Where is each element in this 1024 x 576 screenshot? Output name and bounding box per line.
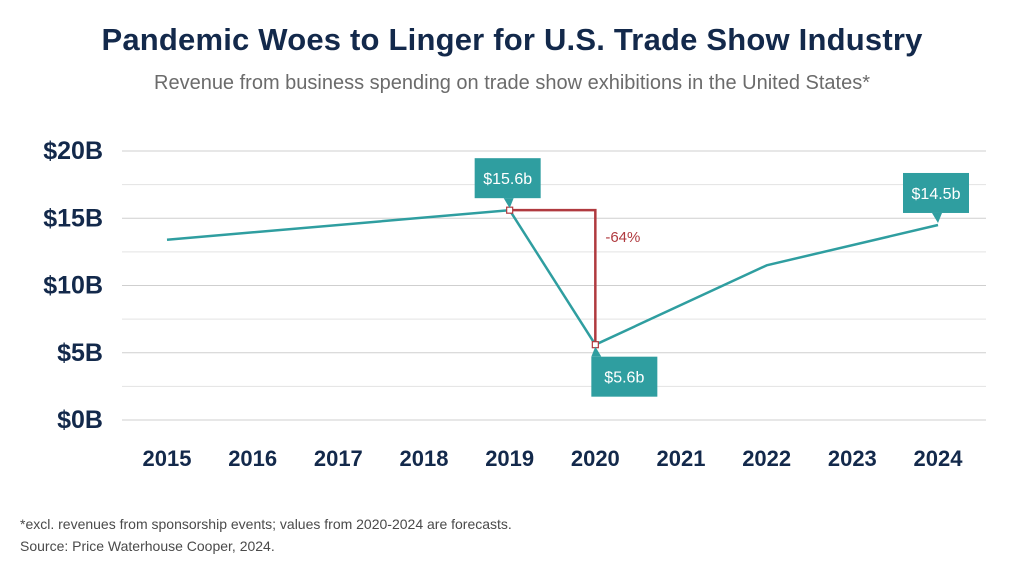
change-bracket bbox=[509, 208, 597, 345]
x-tick-label: 2023 bbox=[828, 446, 877, 471]
x-tick-label: 2017 bbox=[314, 446, 363, 471]
callout-box bbox=[591, 356, 658, 397]
x-tick-label: 2019 bbox=[485, 446, 534, 471]
footnote: *excl. revenues from sponsorship events;… bbox=[20, 516, 512, 532]
callout-box bbox=[474, 158, 541, 199]
callout-pointer bbox=[591, 346, 602, 357]
chart-title: Pandemic Woes to Linger for U.S. Trade S… bbox=[101, 22, 923, 57]
callout-pointer bbox=[932, 212, 942, 223]
x-tick-label: 2016 bbox=[228, 446, 277, 471]
callout-box bbox=[903, 172, 969, 213]
change-label: -64% bbox=[605, 229, 640, 246]
callout-label: $14.5b bbox=[912, 186, 961, 203]
x-tick-label: 2022 bbox=[742, 446, 791, 471]
x-tick-label: 2015 bbox=[143, 446, 192, 471]
x-tick-label: 2018 bbox=[400, 446, 449, 471]
callout-label: $5.6b bbox=[604, 370, 644, 387]
y-tick-label: $0B bbox=[57, 406, 103, 434]
y-tick-label: $5B bbox=[57, 339, 103, 367]
x-tick-label: 2024 bbox=[914, 446, 964, 471]
y-tick-label: $15B bbox=[43, 204, 103, 232]
x-tick-label: 2020 bbox=[571, 446, 620, 471]
callout-pointer bbox=[503, 198, 514, 209]
y-tick-label: $20B bbox=[43, 137, 103, 165]
x-tick-label: 2021 bbox=[657, 446, 706, 471]
y-tick-label: $10B bbox=[43, 272, 103, 300]
chart-subtitle: Revenue from business spending on trade … bbox=[154, 72, 870, 94]
series-line bbox=[166, 208, 939, 346]
callout-label: $15.6b bbox=[483, 171, 532, 188]
source-note: Source: Price Waterhouse Cooper, 2024. bbox=[20, 538, 275, 554]
